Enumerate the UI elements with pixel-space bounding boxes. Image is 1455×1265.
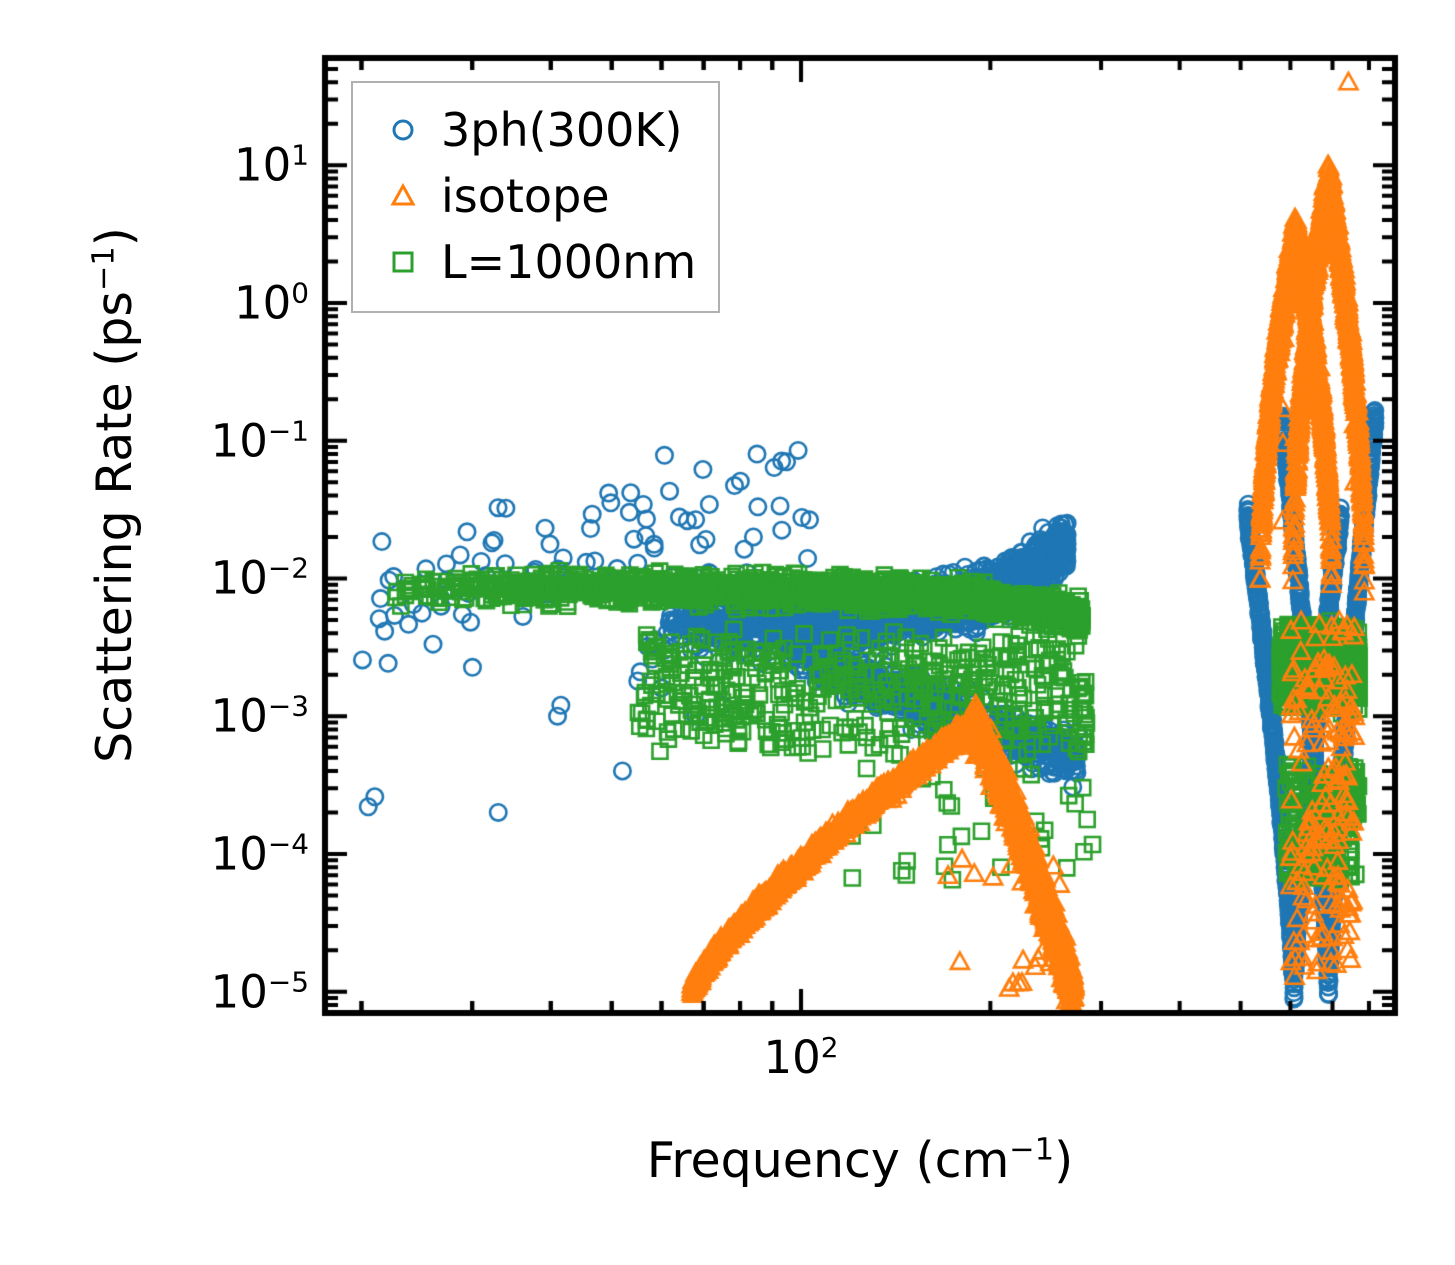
- legend-item-triangle[interactable]: isotope: [371, 163, 696, 229]
- x-axis-label-close: ): [1054, 1131, 1074, 1189]
- y-tick-label: 10−5: [210, 965, 309, 1019]
- y-tick-label: 101: [233, 138, 309, 192]
- y-axis-label-close: ): [85, 227, 143, 247]
- y-axis-label-exponent: −1: [86, 246, 122, 292]
- y-tick-label: 10−1: [210, 414, 309, 468]
- y-tick-label: 100: [233, 276, 309, 330]
- circle-marker-icon: [371, 113, 435, 147]
- square-marker-icon: [371, 245, 435, 279]
- x-axis-label-text: Frequency (cm: [646, 1131, 1010, 1189]
- legend-item-label: 3ph(300K): [441, 103, 683, 157]
- legend-item-square[interactable]: L=1000nm: [371, 229, 696, 295]
- legend: 3ph(300K) isotope L=1000nm: [351, 81, 721, 313]
- y-tick-label: 10−2: [210, 551, 309, 605]
- y-axis-label: Scattering Rate (ps−1): [79, 115, 149, 875]
- y-axis-label-text: Scattering Rate (ps: [85, 291, 143, 763]
- legend-item-label: isotope: [441, 169, 610, 223]
- x-axis-label-exponent: −1: [1009, 1132, 1055, 1168]
- triangle-marker-icon: [371, 179, 435, 213]
- y-tick-label: 10−4: [210, 827, 309, 881]
- legend-item-circle[interactable]: 3ph(300K): [371, 97, 696, 163]
- x-axis-label: Frequency (cm−1): [325, 1125, 1395, 1195]
- x-tick-label: 102: [763, 1031, 839, 1084]
- legend-item-label: L=1000nm: [441, 235, 697, 289]
- y-tick-label: 10−3: [210, 689, 309, 743]
